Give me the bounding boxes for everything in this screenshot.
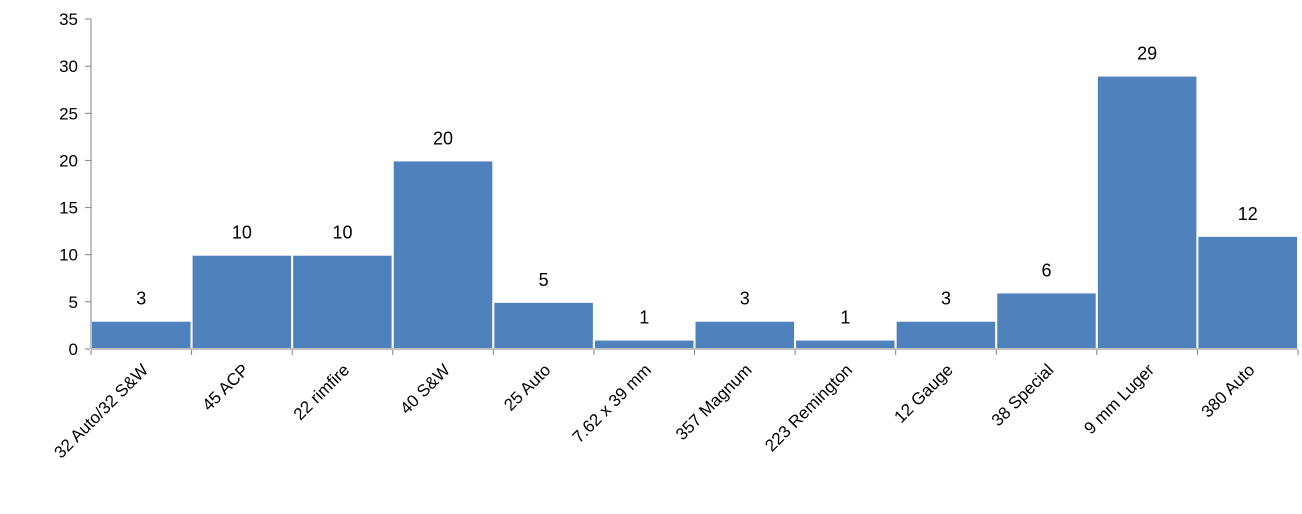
- x-category-label: 223 Remington: [761, 360, 856, 455]
- bar: [391, 159, 495, 350]
- bar: [90, 319, 193, 351]
- y-tick-label: 30: [59, 57, 78, 76]
- x-category-label: 40 S&W: [396, 360, 454, 418]
- bar: [1095, 74, 1199, 350]
- bar: [995, 291, 1098, 350]
- x-category-label: 12 Gauge: [891, 360, 957, 426]
- x-axis-category-labels: 32 Auto/32 S&W 45 ACP 22 rimfire 40 S&W 25 A…: [50, 360, 1258, 462]
- bar: [492, 300, 595, 351]
- bar: [1196, 234, 1299, 351]
- bars: [90, 74, 1299, 351]
- data-label: 12: [1238, 204, 1258, 224]
- x-category-label: 9 mm Luger: [1080, 360, 1158, 438]
- y-tick-label: 0: [69, 340, 78, 359]
- x-category-label: 38 Special: [988, 360, 1058, 430]
- bar: [693, 319, 797, 351]
- x-category-label: 380 Auto: [1198, 360, 1259, 421]
- y-tick-label: 15: [59, 199, 78, 218]
- data-label: 1: [840, 308, 850, 328]
- x-category-label: 357 Magnum: [672, 360, 756, 444]
- x-category-label: 22 rimfire: [290, 360, 354, 424]
- bar: [592, 338, 696, 351]
- data-label: 6: [1042, 260, 1052, 280]
- bar: [794, 338, 897, 351]
- data-label: 1: [639, 308, 649, 328]
- x-category-label: 32 Auto/32 S&W: [50, 360, 152, 462]
- x-category-label: 25 Auto: [500, 360, 554, 414]
- data-label: 3: [941, 289, 951, 309]
- y-tick-label: 25: [59, 104, 78, 123]
- x-category-label: 7.62 x 39 mm: [569, 360, 655, 446]
- y-tick-label: 10: [59, 246, 78, 265]
- data-label: 10: [232, 223, 252, 243]
- data-label: 29: [1137, 44, 1157, 64]
- data-label: 5: [539, 270, 549, 290]
- bar: [894, 319, 998, 351]
- y-tick-label: 35: [59, 10, 78, 29]
- data-label: 10: [332, 223, 352, 243]
- y-tick-label: 20: [59, 151, 78, 170]
- data-label: 3: [136, 289, 146, 309]
- data-label: 3: [740, 289, 750, 309]
- data-labels: 3 10 10 20 5 1 3 1 3 6 29 12: [136, 44, 1257, 328]
- bar: [190, 253, 294, 350]
- bar: [291, 253, 394, 350]
- y-tick-label: 5: [69, 293, 78, 312]
- x-category-label: 45 ACP: [198, 360, 252, 414]
- data-label: 20: [433, 128, 453, 148]
